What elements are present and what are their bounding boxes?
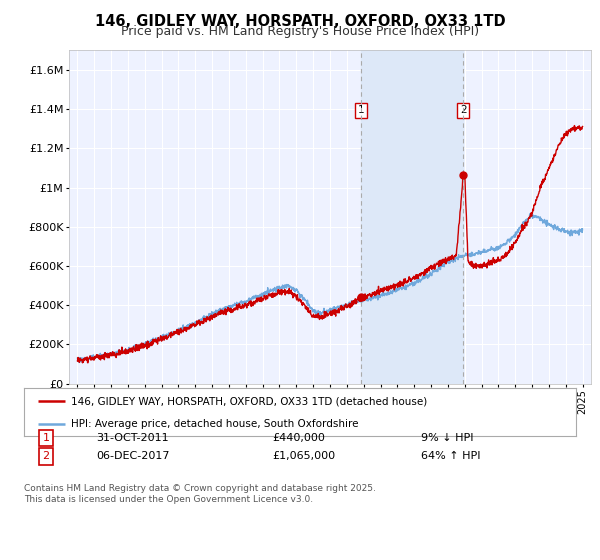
Text: 06-DEC-2017: 06-DEC-2017 (96, 451, 169, 461)
Text: 146, GIDLEY WAY, HORSPATH, OXFORD, OX33 1TD (detached house): 146, GIDLEY WAY, HORSPATH, OXFORD, OX33 … (71, 396, 427, 407)
Text: 9% ↓ HPI: 9% ↓ HPI (421, 433, 474, 443)
Bar (361, 50, 463, 384)
Text: 31-OCT-2011: 31-OCT-2011 (96, 433, 169, 443)
Text: 2: 2 (460, 105, 467, 115)
Text: Price paid vs. HM Land Registry's House Price Index (HPI): Price paid vs. HM Land Registry's House … (121, 25, 479, 38)
Text: £1,065,000: £1,065,000 (272, 451, 335, 461)
Text: 1: 1 (43, 433, 50, 443)
Point (356, 293, 365, 302)
Text: 2: 2 (43, 451, 50, 461)
Text: 1: 1 (358, 105, 364, 115)
Text: Contains HM Land Registry data © Crown copyright and database right 2025.
This d: Contains HM Land Registry data © Crown c… (24, 484, 376, 504)
Text: £440,000: £440,000 (272, 433, 325, 443)
Text: 64% ↑ HPI: 64% ↑ HPI (421, 451, 481, 461)
Point (458, 170, 468, 179)
Text: 146, GIDLEY WAY, HORSPATH, OXFORD, OX33 1TD: 146, GIDLEY WAY, HORSPATH, OXFORD, OX33 … (95, 14, 505, 29)
Text: HPI: Average price, detached house, South Oxfordshire: HPI: Average price, detached house, Sout… (71, 419, 358, 429)
